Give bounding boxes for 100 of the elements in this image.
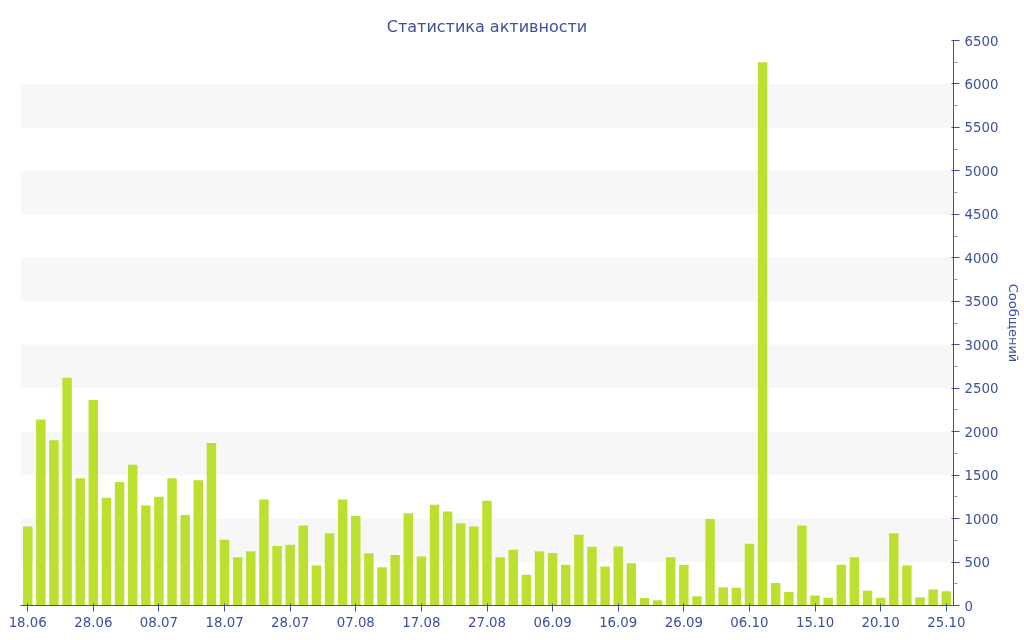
bar [469, 526, 479, 606]
y-tick-label: 4500 [964, 207, 999, 223]
bar [311, 565, 322, 606]
bar [62, 377, 72, 606]
y-tick-label: 5000 [964, 163, 999, 179]
bar [154, 496, 164, 606]
bar [364, 553, 374, 606]
y-axis-title: Сообщений [1006, 283, 1022, 363]
bar [298, 525, 309, 606]
bar [285, 544, 295, 606]
bar [416, 556, 427, 606]
bar [101, 497, 112, 606]
y-tick-label: 2500 [964, 381, 999, 397]
bar [665, 557, 676, 606]
y-tick-label: 6500 [964, 33, 999, 49]
bar [206, 442, 217, 606]
bar [534, 551, 545, 606]
bar [442, 511, 453, 606]
bar [403, 513, 413, 606]
x-tick-label: 27.08 [467, 614, 507, 630]
bar [810, 595, 820, 606]
bar [626, 563, 637, 606]
bar [232, 557, 243, 606]
bar [613, 546, 623, 606]
bar [561, 564, 571, 606]
bar [324, 533, 335, 606]
bar [744, 543, 755, 606]
bar [757, 62, 768, 606]
y-tick-label: 3000 [964, 337, 999, 353]
y-tick-label: 3500 [964, 294, 999, 310]
bar [902, 565, 912, 606]
bar [718, 587, 728, 606]
y-tick-label: 2000 [964, 424, 999, 440]
x-tick-label: 06.09 [533, 614, 572, 630]
chart-title: Статистика активности [386, 16, 588, 36]
bar [88, 399, 99, 606]
bar [390, 555, 400, 606]
bar [193, 480, 204, 606]
bar [495, 557, 505, 606]
bar [219, 539, 230, 606]
bar [574, 534, 584, 606]
x-tick-label: 25.10 [927, 614, 966, 630]
bar [600, 566, 610, 606]
bar [180, 515, 190, 606]
bar [482, 500, 492, 606]
bar [429, 504, 440, 606]
x-tick-label: 18.07 [205, 614, 244, 630]
bar [784, 592, 794, 606]
bar [167, 478, 177, 606]
bar [521, 574, 532, 606]
bar [36, 419, 46, 606]
bar [75, 478, 85, 606]
bar [770, 582, 781, 606]
bar [823, 597, 833, 606]
bar [797, 525, 807, 606]
bar [639, 598, 650, 606]
bar [351, 515, 361, 606]
y-tick-label: 1000 [964, 511, 999, 527]
x-tick-label: 06.10 [730, 614, 769, 630]
y-tick-label: 5500 [964, 120, 999, 136]
bar [849, 557, 860, 606]
bar [22, 526, 33, 606]
x-tick-label: 28.06 [74, 614, 113, 630]
bar [941, 591, 952, 606]
bar [272, 545, 282, 606]
x-tick-label: 08.07 [139, 614, 179, 630]
bar [337, 499, 348, 606]
x-tick-label: 15.10 [795, 614, 835, 630]
bar [652, 600, 663, 606]
bar [127, 464, 138, 606]
x-tick-label: 17.08 [402, 614, 441, 630]
bar [246, 551, 256, 606]
bar [377, 567, 387, 606]
bar [731, 587, 742, 606]
bar [587, 546, 597, 606]
bar [928, 589, 938, 606]
bar [49, 440, 59, 606]
bar [547, 552, 558, 606]
bar [259, 499, 269, 606]
bar [456, 523, 466, 606]
y-tick-label: 0 [964, 598, 973, 614]
bar [915, 597, 925, 606]
bar [705, 519, 715, 606]
x-tick-label: 26.09 [664, 614, 703, 630]
x-tick-label: 18.06 [8, 614, 47, 630]
bar [508, 549, 518, 606]
bar [862, 590, 873, 606]
bar [836, 564, 847, 606]
y-tick-label: 4000 [964, 250, 999, 266]
x-tick-label: 28.07 [271, 614, 310, 630]
bar [679, 565, 689, 606]
x-tick-label: 20.10 [861, 614, 900, 630]
x-tick-label: 16.09 [599, 614, 638, 630]
bar [141, 505, 151, 606]
bar [692, 596, 702, 606]
x-tick-label: 07.08 [336, 614, 375, 630]
y-tick-label: 1500 [964, 468, 999, 484]
y-tick-label: 6000 [964, 76, 999, 92]
y-tick-label: 500 [964, 555, 990, 571]
bar [114, 482, 125, 606]
